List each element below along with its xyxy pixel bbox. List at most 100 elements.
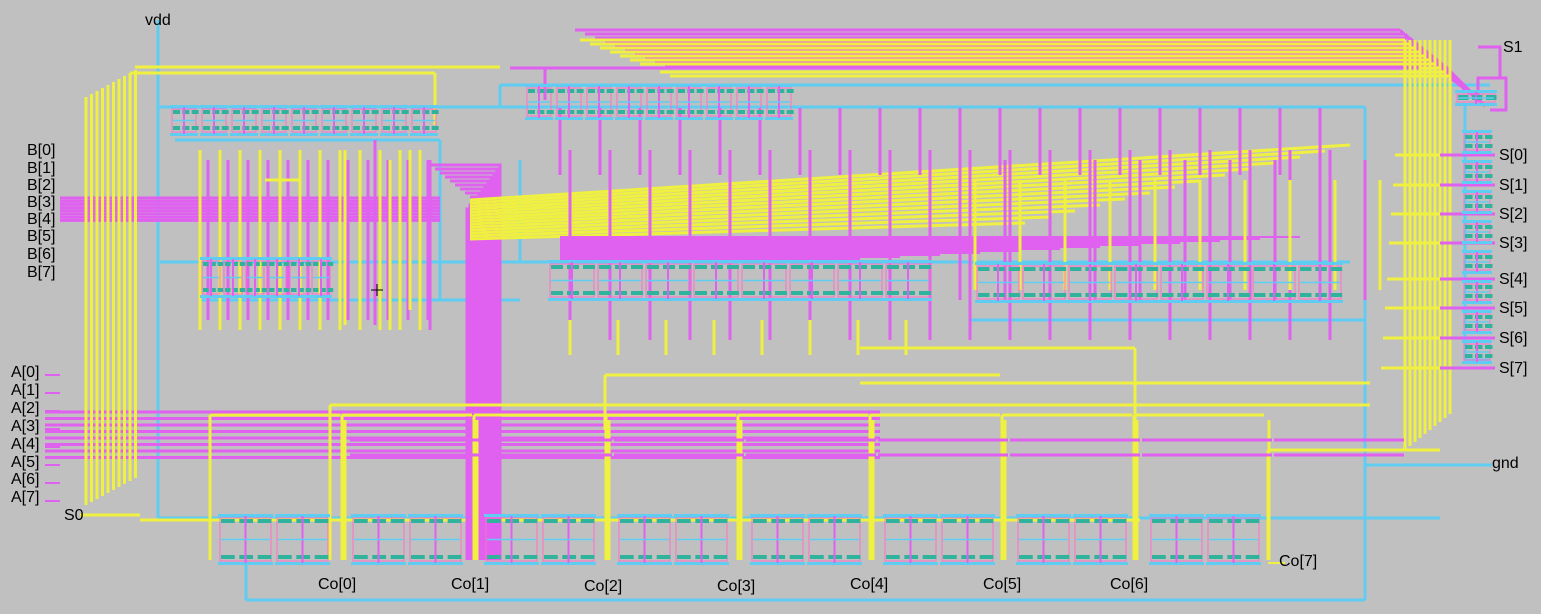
- cell-diffusion: [276, 262, 282, 266]
- cell-gnd-rail: [750, 562, 805, 565]
- cell-gnd-rail: [218, 562, 273, 565]
- cell-diffusion: [810, 555, 824, 559]
- cell-diffusion: [191, 126, 199, 130]
- cell-diffusion: [1465, 324, 1473, 328]
- cell-diffusion: [1209, 519, 1223, 523]
- a6-label: A[6]: [11, 471, 40, 488]
- b5-label: B[5]: [27, 228, 56, 245]
- cell-diffusion: [1465, 315, 1473, 319]
- cell-diffusion: [362, 110, 370, 114]
- cell-diffusion: [648, 89, 655, 93]
- s7-out-label: S[7]: [1499, 360, 1528, 377]
- cell-diffusion: [302, 110, 310, 114]
- cell-diffusion: [320, 262, 326, 266]
- cell-diffusion: [1485, 255, 1493, 259]
- s0-label: S0: [64, 507, 84, 524]
- cell-diffusion: [558, 110, 565, 114]
- cell-diffusion: [523, 519, 538, 523]
- cell-diffusion: [1315, 293, 1327, 297]
- cell-gnd-rail: [585, 117, 613, 120]
- cell-diffusion: [323, 110, 330, 114]
- s5-out-label: S[5]: [1499, 300, 1528, 317]
- cell-diffusion: [392, 126, 400, 130]
- cell-vdd-rail: [230, 105, 258, 108]
- cell-diffusion: [696, 89, 704, 93]
- b3-label: B[3]: [27, 194, 56, 211]
- cell-diffusion: [1465, 264, 1473, 268]
- cell-diffusion: [979, 519, 994, 523]
- cell-diffusion: [743, 265, 755, 269]
- cell-diffusion: [678, 110, 685, 114]
- mid-yellow-fan: [469, 173, 1226, 217]
- cell-diffusion: [1485, 165, 1493, 169]
- cell-diffusion: [327, 262, 334, 266]
- cell-diffusion: [1485, 285, 1493, 289]
- cell-diffusion: [422, 110, 430, 114]
- s1-label: S1: [1503, 39, 1523, 56]
- s0-out-label: S[0]: [1499, 147, 1528, 164]
- cell-gnd-rail: [275, 562, 330, 565]
- cell-vdd-rail: [548, 260, 596, 263]
- cell-diffusion: [298, 262, 304, 266]
- cell-gnd-rail: [807, 562, 862, 565]
- cell-diffusion: [313, 262, 319, 266]
- cell-diffusion: [713, 555, 728, 559]
- cell-gnd-rail: [1113, 300, 1159, 303]
- cell-vdd-rail: [351, 514, 406, 517]
- cell-diffusion: [786, 110, 794, 114]
- cell-diffusion: [871, 265, 883, 269]
- cell-diffusion: [1284, 267, 1297, 271]
- cell-diffusion: [341, 126, 349, 130]
- cell-diffusion: [341, 110, 349, 114]
- cell-gnd-rail: [705, 117, 733, 120]
- cell-diffusion: [537, 110, 545, 114]
- cell-diffusion: [1008, 293, 1021, 297]
- cell-gnd-rail: [884, 298, 932, 301]
- cell-diffusion: [871, 291, 883, 295]
- cell-gnd-rail: [644, 298, 692, 301]
- cell-diffusion: [679, 291, 691, 295]
- cell-diffusion: [523, 555, 538, 559]
- cell-diffusion: [846, 519, 861, 523]
- cell-diffusion: [677, 519, 691, 523]
- cell-diffusion: [283, 262, 290, 266]
- cell-diffusion: [1070, 267, 1082, 271]
- mid-fan: [445, 175, 493, 560]
- cell-diffusion: [269, 288, 275, 292]
- cell-diffusion: [323, 126, 330, 130]
- cell-vdd-rail: [275, 514, 330, 517]
- cell-vdd-rail: [1455, 90, 1497, 93]
- cell-vdd-rail: [290, 105, 318, 108]
- cell-gnd-rail: [765, 117, 793, 120]
- cell-gnd-rail: [1251, 300, 1297, 303]
- cell-gnd-rail: [290, 133, 318, 136]
- cell-vdd-rail: [1462, 310, 1492, 313]
- cell-gnd-rail: [555, 117, 583, 120]
- cell-gnd-rail: [1455, 103, 1497, 106]
- cell-diffusion: [727, 265, 739, 269]
- cell-diffusion: [1245, 519, 1260, 523]
- cell-diffusion: [1465, 354, 1473, 358]
- cell-diffusion: [1039, 293, 1051, 297]
- cell-vdd-rail: [1462, 250, 1492, 253]
- cell-diffusion: [254, 288, 260, 292]
- cell-vdd-rail: [836, 260, 884, 263]
- cell-gnd-rail: [1462, 331, 1492, 334]
- co7-label: Co[7]: [1279, 553, 1318, 570]
- cell-diffusion: [283, 288, 290, 292]
- cell-diffusion: [727, 291, 739, 295]
- cell-diffusion: [1475, 315, 1483, 319]
- cell-vdd-rail: [525, 84, 553, 87]
- cell-gnd-rail: [675, 117, 703, 120]
- mid-yellow-fan: [469, 149, 1326, 205]
- cell-diffusion: [1192, 267, 1205, 271]
- cell-diffusion: [743, 291, 755, 295]
- cell-diffusion: [225, 262, 231, 266]
- cell-diffusion: [789, 555, 804, 559]
- cell-diffusion: [1465, 345, 1473, 349]
- cell-diffusion: [332, 126, 340, 130]
- cell-diffusion: [1485, 315, 1493, 319]
- cell-diffusion: [687, 89, 695, 93]
- cell-diffusion: [696, 110, 704, 114]
- cell-diffusion: [636, 89, 644, 93]
